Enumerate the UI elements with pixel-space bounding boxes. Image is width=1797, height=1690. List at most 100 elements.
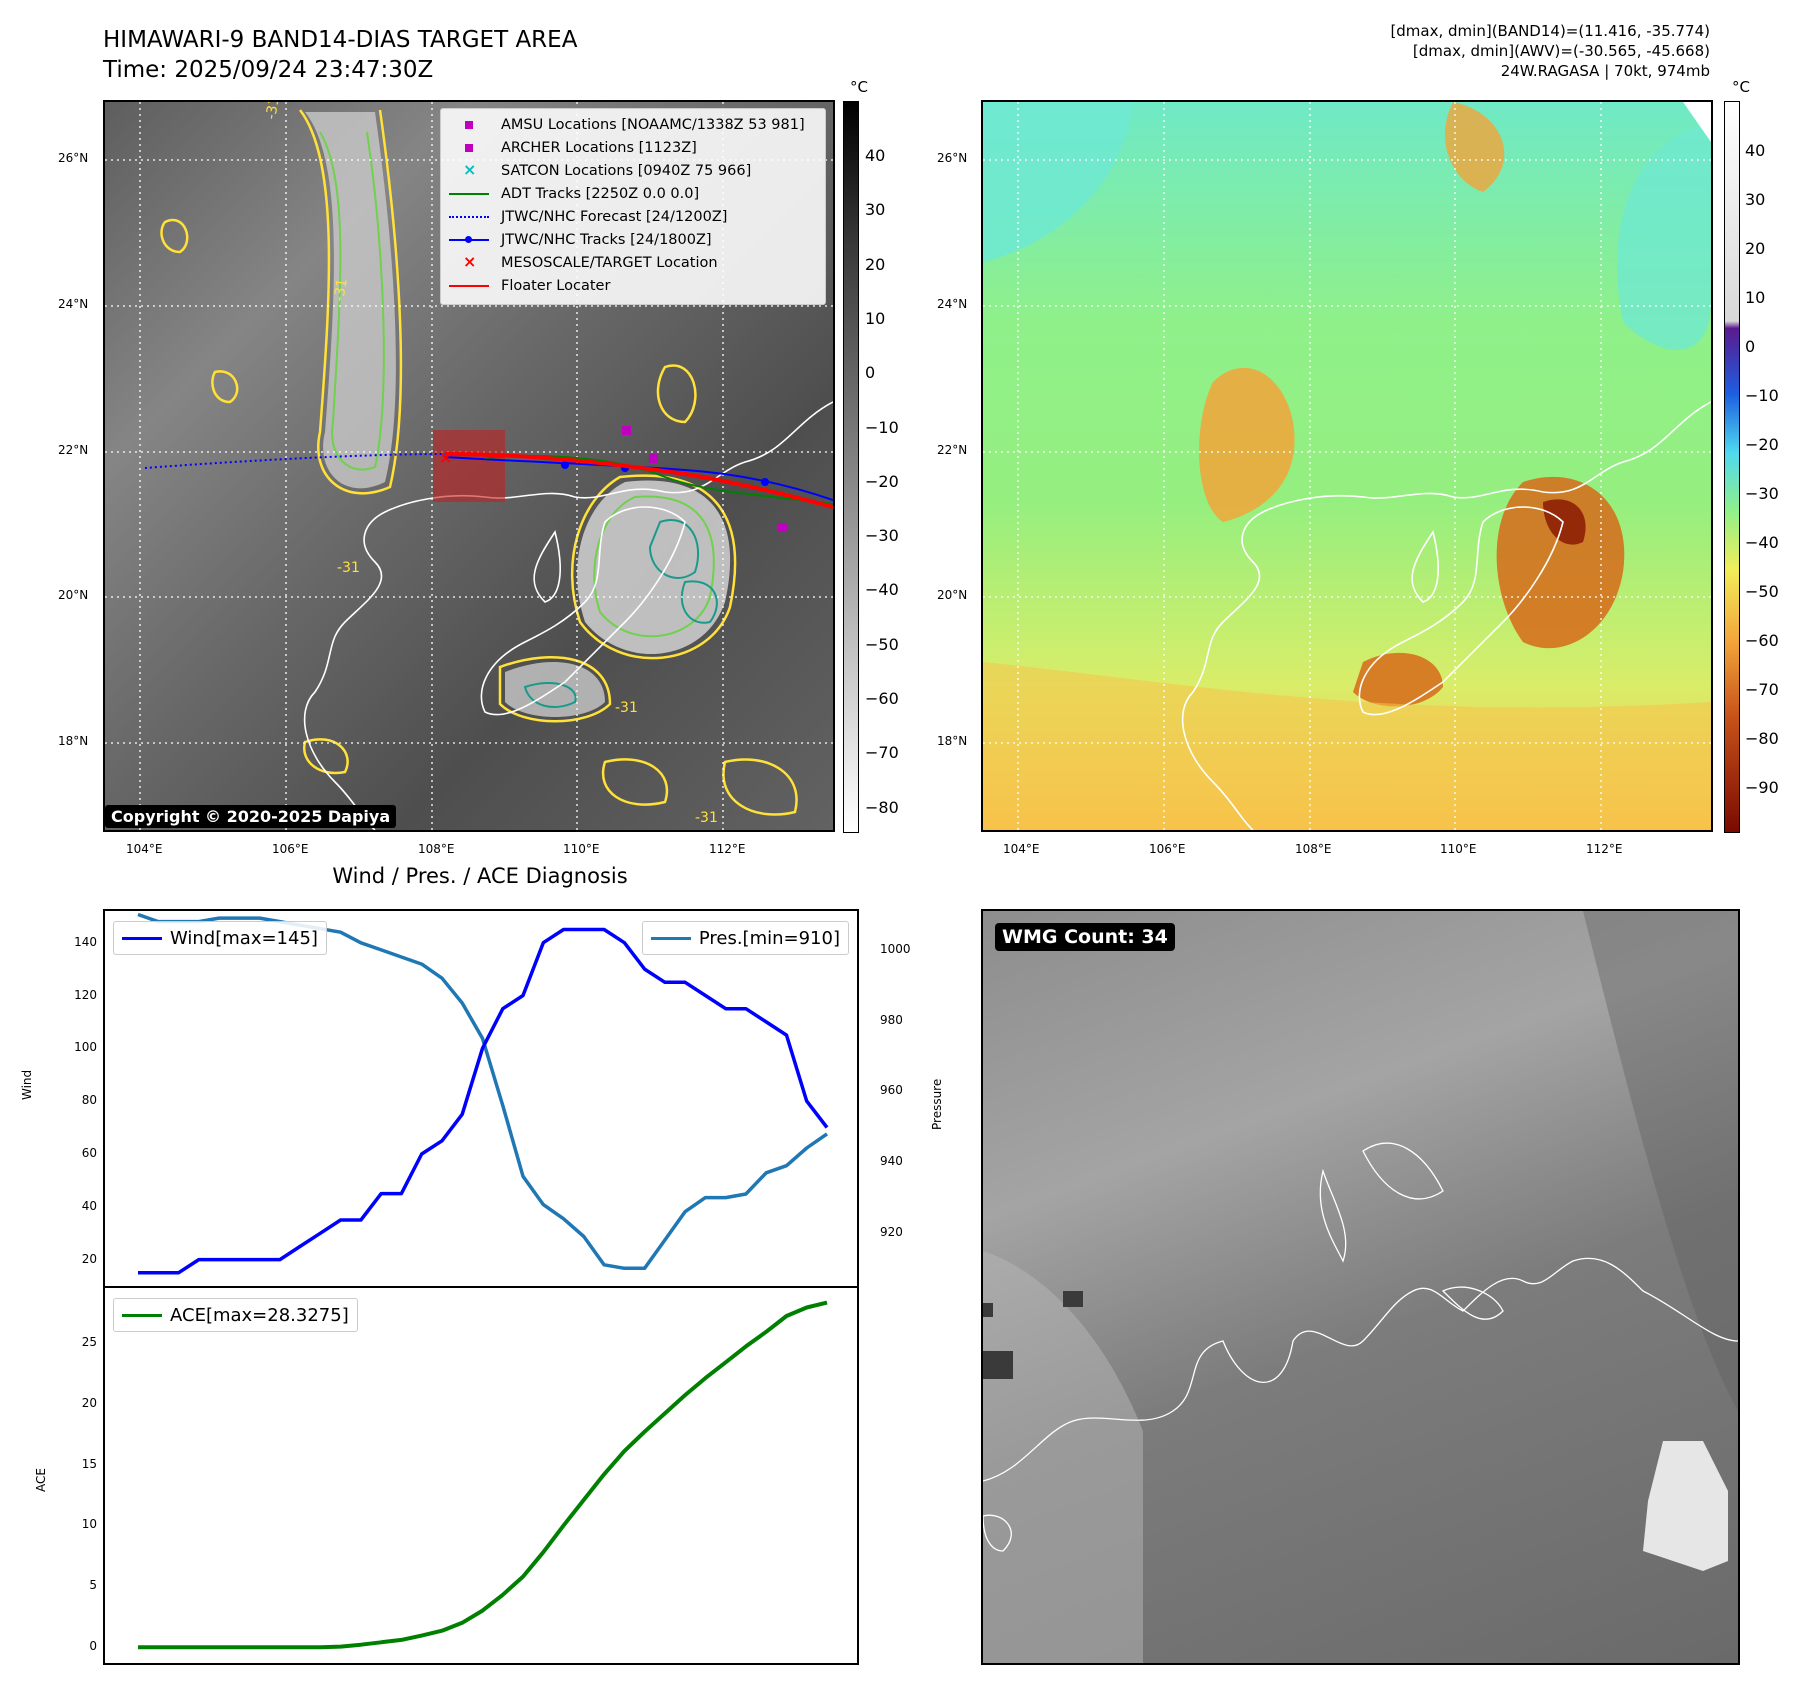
contour-label: -31 [331,277,351,302]
pressure-axis-label: Pressure [930,1078,944,1130]
jtwc-track-point [761,478,769,486]
colorbar-tick: −30 [865,526,899,546]
colorbar-tick: 40 [1745,141,1766,160]
colorbar-tick: 10 [1745,288,1766,307]
legend-entry: × MESOSCALE/TARGET Location [447,251,819,274]
legend-symbol-icon: × [463,251,477,271]
lat-tick: 18°N [937,734,968,748]
ace-legend: ACE[max=28.3275] [113,1298,358,1332]
lat-tick: 20°N [937,588,968,602]
awv-map-overlay [983,102,1711,830]
dark-region [1583,911,1738,1411]
legend-symbol-icon [447,279,493,293]
colorbar-tick: 40 [865,146,886,165]
lat-tick: 22°N [58,443,89,457]
bright-region [983,1251,1143,1663]
pressure-tick: 940 [880,1154,903,1169]
wind-pressure-panel: Wind[max=145] Pres.[min=910] [103,909,859,1288]
hot-core [1543,499,1586,545]
ace-tick: 20 [81,1395,97,1410]
dark-pixel [983,1303,993,1317]
dark-pixel [1063,1291,1083,1307]
colorbar-tick: 10 [865,308,886,328]
contours-green [319,131,715,638]
wind-series-line [138,927,829,1275]
wind-tick: 60 [81,1145,97,1160]
ace-plot [138,1300,828,1650]
ace-tick: 5 [89,1578,97,1593]
colorbar-tick: 0 [865,363,876,383]
left-colorbar [843,101,859,833]
contour-label: -31 [695,810,718,826]
lon-tick: 110°E [1440,842,1477,856]
warm-region [1444,102,1505,192]
warm-region [1496,476,1625,649]
wmg-panel: WMG Count: 34 [981,909,1740,1665]
legend-label: ADT Tracks [2250Z 0.0 0.0] [501,185,700,202]
lon-tick: 106°E [1149,842,1186,856]
lon-tick: 108°E [418,842,455,856]
map-legend: AMSU Locations [NOAAMC/1338Z 53 981] ARCH… [440,108,826,305]
legend-rows: AMSU Locations [NOAAMC/1338Z 53 981] ARCH… [447,113,819,297]
legend-symbol-icon: × [463,159,477,179]
legend-symbol-icon [447,141,493,155]
colorbar-tick: −70 [1745,680,1779,699]
wind-pressure-plot [137,912,829,1275]
colorbar-tick: −80 [1745,729,1779,748]
ace-tick: 25 [81,1334,97,1349]
legend-label: MESOSCALE/TARGET Location [501,254,718,271]
colorbar-tick: 0 [1745,337,1756,356]
no-data-corner [1683,102,1711,142]
lat-tick: 24°N [58,297,89,311]
legend-symbol-icon [447,187,493,201]
coastline [1181,401,1711,830]
target-marker: × [439,448,452,467]
contour-label: -31 [337,560,360,576]
coastline [983,1142,1738,1552]
colorbar-tick: −50 [1745,582,1779,601]
legend-label: SATCON Locations [0940Z 75 966] [501,162,752,179]
lon-tick: 112°E [709,842,746,856]
colorbar-tick: −40 [1745,533,1779,552]
ace-panel: ACE[max=28.3275] [103,1286,859,1665]
legend-entry: ARCHER Locations [1123Z] [447,136,819,159]
floater-locater [444,452,833,509]
copyright-label: Copyright © 2020-2025 Dapiya [105,805,397,828]
legend-symbol-icon [447,118,493,132]
colorbar-tick: 30 [865,200,886,220]
colorbar-tick: −80 [865,797,899,817]
colorbar-tick: −10 [865,417,899,437]
wind-legend: Wind[max=145] [113,921,327,955]
legend-entry: JTWC/NHC Tracks [24/1800Z] [447,228,819,251]
right-colorbar-unit: °C [1732,78,1750,96]
legend-label: JTWC/NHC Tracks [24/1800Z] [501,231,712,248]
lon-tick: 104°E [1003,842,1040,856]
cloud-cluster-east [577,480,731,655]
lat-tick: 18°N [58,734,89,748]
pressure-series-line [137,912,828,1271]
pressure-legend: Pres.[min=910] [641,921,849,955]
lat-tick: 26°N [58,151,89,165]
pressure-tick: 960 [880,1083,903,1098]
colorbar-tick: 20 [1745,239,1766,258]
grid-lines [983,102,1711,830]
main-title: HIMAWARI-9 BAND14-DIAS TARGET AREA [103,27,578,53]
cool-region [983,102,1133,262]
info-band14: [dmax, dmin](BAND14)=(11.416, -35.774) [1390,22,1710,40]
contours-yellow [160,109,798,816]
warm-region [983,662,1711,830]
jtwc-track-point [561,461,569,469]
pressure-legend-label: Pres.[min=910] [698,927,840,949]
wind-tick: 100 [74,1040,97,1055]
wind-legend-label: Wind[max=145] [170,927,318,949]
wmg-overlay [983,911,1738,1663]
time-title: Time: 2025/09/24 23:47:30Z [103,57,434,83]
legend-label: JTWC/NHC Forecast [24/1200Z] [501,208,728,225]
colorbar-tick: −50 [865,634,899,654]
amsu-marker [622,426,631,435]
right-colorbar [1724,101,1740,833]
colorbar-tick: −30 [1745,484,1779,503]
target-area-box [433,430,505,502]
pressure-tick: 920 [880,1224,903,1239]
ace-tick: 15 [81,1456,97,1471]
